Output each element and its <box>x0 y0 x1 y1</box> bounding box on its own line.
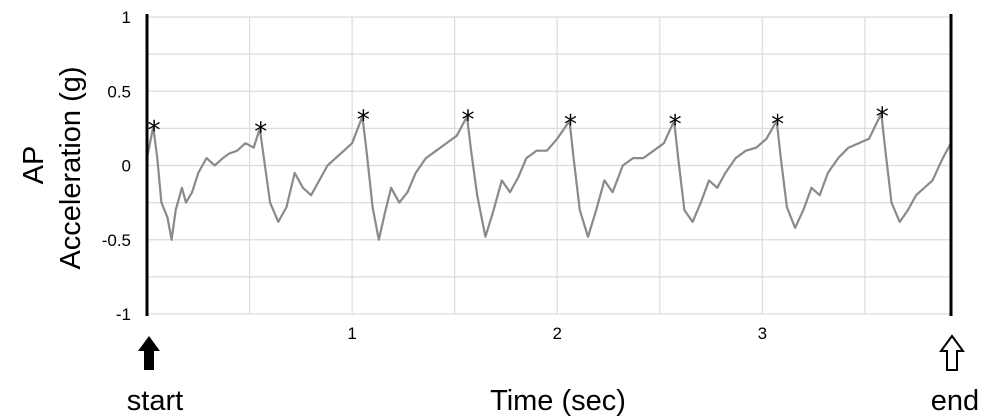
y-tick-label: 1 <box>122 8 131 27</box>
peak-marker: * <box>876 103 889 133</box>
x-tick-label: 2 <box>552 324 561 343</box>
x-tick-label: 1 <box>347 324 356 343</box>
y-tick-label: -1 <box>116 305 131 324</box>
peak-marker: * <box>254 117 267 147</box>
y-axis-label-line2: Acceleration (g) <box>55 66 87 269</box>
peak-marker: * <box>148 116 161 146</box>
peak-marker: * <box>771 110 784 140</box>
y-tick-label: -0.5 <box>102 231 131 250</box>
start-label: start <box>127 385 183 417</box>
grid <box>147 16 951 315</box>
peak-marker: * <box>669 110 682 140</box>
end-arrow-icon <box>939 334 965 371</box>
peak-marker: * <box>357 105 370 135</box>
y-tick-label: 0.5 <box>107 82 131 101</box>
series-line <box>145 112 952 241</box>
x-axis-label: Time (sec) <box>490 385 626 417</box>
y-tick-label: 0 <box>122 157 131 176</box>
tick-labels: 1 0.5 0 -0.5 -1 1 2 3 <box>102 8 767 343</box>
start-arrow-icon <box>138 336 160 370</box>
series-layer <box>145 112 952 241</box>
y-axis-label-line1: AP <box>18 146 50 185</box>
end-label: end <box>931 385 979 417</box>
peak-marker: * <box>564 110 577 140</box>
peak-markers: * * * * * * * * <box>148 103 889 148</box>
x-tick-label: 3 <box>758 324 767 343</box>
peak-marker: * <box>461 105 474 135</box>
